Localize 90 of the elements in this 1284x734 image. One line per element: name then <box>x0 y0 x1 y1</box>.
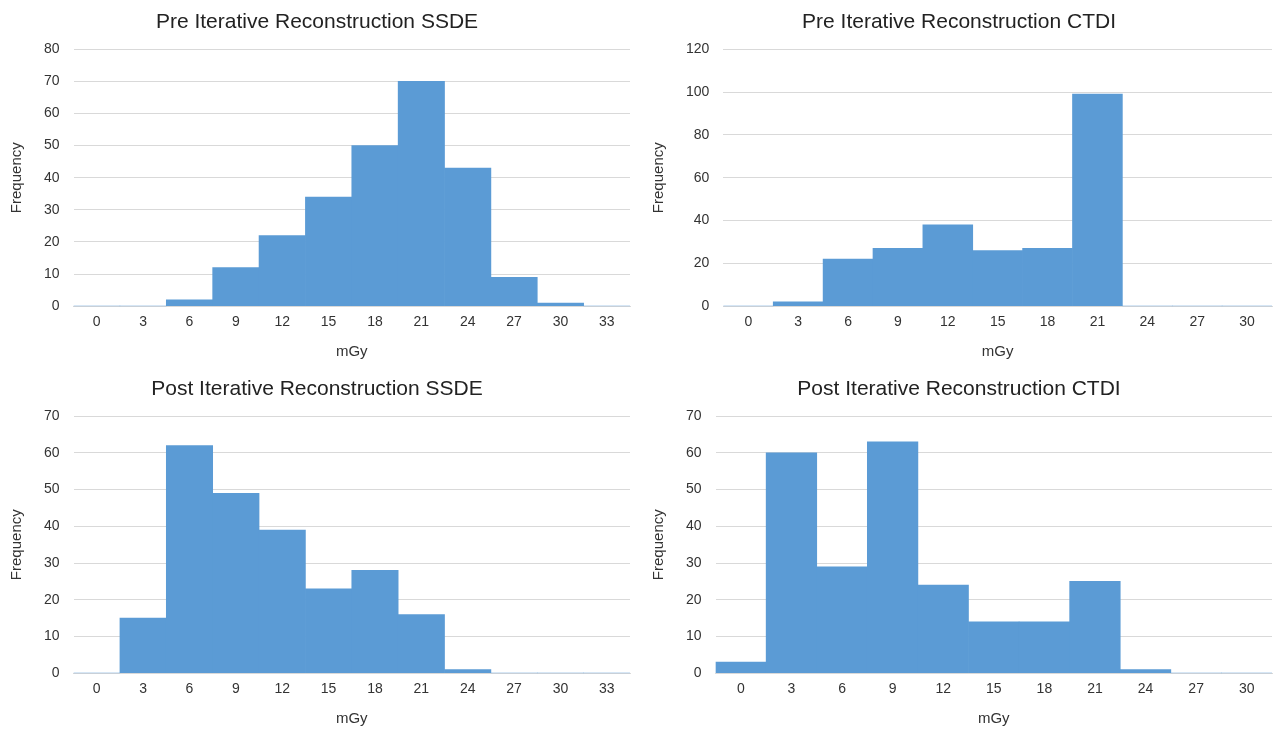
y-tick-label: 50 <box>685 480 702 497</box>
chart-title: Post Iterative Reconstruction CTDI <box>797 376 1121 400</box>
x-tick-label: 18 <box>1039 313 1056 330</box>
x-tick-label: 0 <box>92 680 101 697</box>
y-axis-title: Frequency <box>649 508 667 581</box>
x-tick-label: 21 <box>413 313 430 330</box>
x-tick-label: 18 <box>367 313 383 330</box>
x-tick-label: 3 <box>794 313 803 330</box>
x-tick-label: 33 <box>599 313 615 330</box>
x-tick-label: 27 <box>1189 313 1206 330</box>
x-tick-label: 3 <box>787 680 796 697</box>
x-tick-label: 12 <box>940 313 956 330</box>
x-tick-label: 24 <box>1137 680 1154 697</box>
y-tick-label: 40 <box>43 168 60 185</box>
y-tick-label: 0 <box>693 664 702 681</box>
x-tick-label: 30 <box>552 313 569 330</box>
x-tick-label: 30 <box>1238 680 1255 697</box>
x-tick-label: 21 <box>1089 313 1106 330</box>
y-tick-label: 10 <box>685 627 702 644</box>
x-tick-label: 6 <box>185 313 194 330</box>
y-tick-label: 20 <box>43 232 60 249</box>
y-tick-label: 60 <box>685 443 702 460</box>
x-tick-label: 0 <box>744 313 753 330</box>
x-tick-label: 3 <box>139 680 148 697</box>
y-tick-label: 50 <box>43 480 60 497</box>
x-tick-label: 30 <box>552 680 569 697</box>
x-tick-label: 9 <box>894 313 903 330</box>
x-axis-title: mGy <box>335 709 369 727</box>
x-axis-title: mGy <box>981 342 1015 360</box>
y-tick-label: 40 <box>693 211 710 228</box>
x-tick-label: 24 <box>459 313 476 330</box>
y-axis-title: Frequency <box>7 508 25 581</box>
y-tick-label: 50 <box>43 136 60 153</box>
x-tick-label: 15 <box>989 313 1006 330</box>
x-tick-label: 15 <box>320 680 337 697</box>
y-tick-label: 60 <box>43 104 60 121</box>
y-tick-label: 20 <box>693 254 710 271</box>
x-tick-label: 0 <box>92 313 101 330</box>
y-tick-label: 80 <box>43 40 60 57</box>
y-tick-label: 0 <box>51 297 60 314</box>
chart-title: Pre Iterative Reconstruction CTDI <box>802 9 1116 33</box>
x-tick-label: 12 <box>274 680 291 697</box>
x-tick-label: 12 <box>935 680 952 697</box>
y-tick-label: 60 <box>43 443 60 460</box>
y-tick-label: 40 <box>43 517 60 534</box>
x-tick-label: 24 <box>1139 313 1156 330</box>
x-axis-title: mGy <box>977 709 1011 727</box>
y-tick-label: 40 <box>685 517 702 534</box>
chart-title: Post Iterative Reconstruction SSDE <box>151 376 483 400</box>
y-tick-label: 60 <box>693 168 710 185</box>
x-tick-label: 21 <box>413 680 430 697</box>
x-tick-label: 30 <box>1239 313 1256 330</box>
y-tick-label: 70 <box>685 407 702 424</box>
y-tick-label: 30 <box>685 553 702 570</box>
x-axis-title: mGy <box>335 342 369 360</box>
x-tick-label: 27 <box>506 680 523 697</box>
x-tick-label: 6 <box>185 680 194 697</box>
y-tick-label: 0 <box>51 664 60 681</box>
x-tick-label: 3 <box>139 313 148 330</box>
x-tick-label: 21 <box>1087 680 1103 697</box>
x-tick-label: 9 <box>888 680 897 697</box>
y-tick-label: 10 <box>43 627 60 644</box>
y-tick-label: 30 <box>43 200 60 217</box>
x-tick-label: 6 <box>844 313 853 330</box>
x-tick-label: 33 <box>599 680 615 697</box>
y-tick-label: 120 <box>686 40 710 57</box>
x-tick-label: 9 <box>231 313 240 330</box>
y-tick-label: 10 <box>43 264 60 281</box>
y-tick-label: 100 <box>686 82 710 99</box>
y-axis-title: Frequency <box>649 141 667 214</box>
x-tick-label: 24 <box>459 680 476 697</box>
y-tick-label: 70 <box>43 72 60 89</box>
y-axis-title: Frequency <box>7 141 25 214</box>
x-tick-label: 18 <box>367 680 383 697</box>
y-tick-label: 0 <box>701 297 710 314</box>
x-tick-label: 18 <box>1036 680 1053 697</box>
x-tick-label: 15 <box>320 313 337 330</box>
x-tick-label: 27 <box>506 313 523 330</box>
x-tick-label: 9 <box>231 680 240 697</box>
chart-title: Pre Iterative Reconstruction SSDE <box>155 9 479 33</box>
x-tick-label: 27 <box>1188 680 1205 697</box>
x-tick-label: 12 <box>274 313 291 330</box>
y-tick-label: 30 <box>43 553 60 570</box>
y-tick-label: 20 <box>685 590 702 607</box>
x-tick-label: 6 <box>838 680 847 697</box>
y-tick-label: 80 <box>693 125 710 142</box>
x-tick-label: 15 <box>986 680 1002 697</box>
y-tick-label: 70 <box>43 407 60 424</box>
y-tick-label: 20 <box>43 590 60 607</box>
x-tick-label: 0 <box>736 680 745 697</box>
